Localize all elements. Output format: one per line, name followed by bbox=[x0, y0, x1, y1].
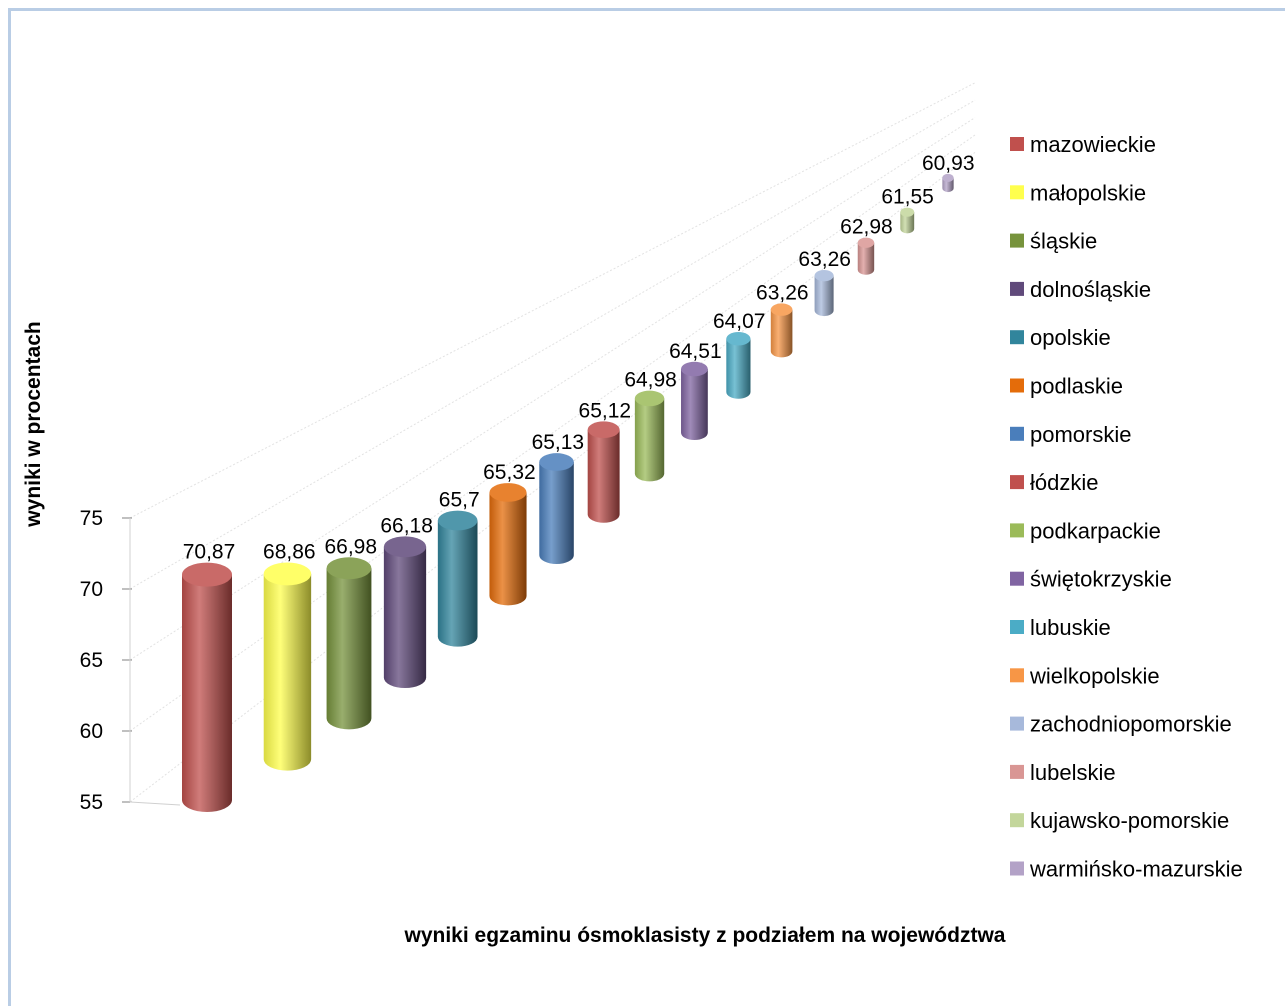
legend-entry: łódzkie bbox=[1030, 470, 1098, 495]
value-labels: 60,93 61,55 62,98 63,26 63,26 64,07 64,51 64,98… bbox=[183, 152, 975, 564]
bars-group bbox=[182, 173, 954, 812]
bar-top-kujawsko-pomorskie bbox=[900, 207, 915, 217]
bar-podlaskie bbox=[489, 492, 527, 606]
bar-wielkopolskie bbox=[770, 309, 793, 358]
legend-entry: lubuskie bbox=[1030, 615, 1111, 640]
legend-swatch bbox=[1010, 716, 1024, 731]
bar-top-lubelskie bbox=[857, 237, 875, 248]
legend-swatch bbox=[1010, 330, 1024, 345]
bar-lubuskie bbox=[726, 338, 751, 399]
legend-swatch bbox=[1010, 620, 1024, 634]
bar-podkarpackie bbox=[634, 398, 665, 482]
legend-entry: świętokrzyskie bbox=[1030, 567, 1172, 592]
y-axis-title: wyniki w procentach bbox=[22, 321, 45, 527]
legend-swatch bbox=[1010, 426, 1024, 441]
bar-kujawsko-pomorskie bbox=[900, 212, 915, 234]
value-label: 61,55 bbox=[881, 186, 934, 209]
legend-entry: lubelskie bbox=[1030, 760, 1116, 785]
value-label: 65,32 bbox=[483, 461, 536, 484]
bar-warmińsko-mazurskie bbox=[942, 177, 954, 193]
y-tick-label: 65 bbox=[80, 649, 103, 672]
legend-entry: kujawsko-pomorskie bbox=[1030, 808, 1229, 833]
value-label: 63,26 bbox=[756, 281, 809, 304]
value-label: 62,98 bbox=[840, 216, 893, 239]
y-axis: 55 60 65 70 75 bbox=[80, 507, 181, 814]
bar-lubelskie bbox=[857, 242, 875, 275]
legend-entry: dolnośląskie bbox=[1030, 277, 1151, 302]
legend-entry: podkarpackie bbox=[1030, 518, 1161, 543]
bar-top-zachodniopomorskie bbox=[814, 270, 834, 282]
gridline bbox=[129, 82, 976, 519]
legend-swatch bbox=[1010, 281, 1024, 296]
value-label: 64,51 bbox=[669, 340, 722, 363]
value-label: 66,98 bbox=[324, 535, 377, 558]
bar-top-małopolskie bbox=[263, 562, 312, 586]
gridline bbox=[129, 99, 976, 590]
value-label: 65,7 bbox=[439, 489, 480, 512]
value-label: 66,18 bbox=[380, 514, 433, 537]
legend-swatch bbox=[1010, 861, 1024, 876]
legend-swatch bbox=[1010, 378, 1024, 393]
value-label: 64,07 bbox=[713, 310, 766, 333]
bar-top-mazowieckie bbox=[182, 562, 232, 587]
bar-śląskie bbox=[326, 568, 372, 730]
value-label: 68,86 bbox=[263, 540, 316, 563]
legend-entry: zachodniopomorskie bbox=[1030, 712, 1232, 737]
legend-entry: mazowieckie bbox=[1030, 132, 1156, 157]
y-tick-label: 60 bbox=[80, 720, 103, 743]
bar-top-śląskie bbox=[326, 557, 372, 580]
value-label: 63,26 bbox=[798, 248, 851, 271]
bar-top-podlaskie bbox=[489, 483, 527, 502]
bar-świętokrzyskie bbox=[681, 369, 708, 441]
value-label: 70,87 bbox=[183, 541, 236, 564]
bar-zachodniopomorskie bbox=[814, 275, 834, 317]
legend-entry: małopolskie bbox=[1030, 180, 1146, 205]
bar-top-warmińsko-mazurskie bbox=[942, 173, 954, 182]
bar-łódzkie bbox=[587, 429, 620, 523]
bar-małopolskie bbox=[263, 573, 312, 771]
legend-entry: pomorskie bbox=[1030, 422, 1131, 447]
gridline bbox=[129, 117, 976, 661]
legend-entry: podlaskie bbox=[1030, 374, 1123, 399]
bar-top-dolnośląskie bbox=[383, 536, 427, 558]
legend-swatch bbox=[1010, 571, 1024, 586]
bar-top-lubuskie bbox=[726, 332, 751, 346]
legend-swatch bbox=[1010, 185, 1024, 200]
legend-swatch bbox=[1010, 668, 1024, 683]
bar-pomorskie bbox=[539, 461, 574, 565]
x-axis-title: wyniki egzaminu ósmoklasisty z podziałem… bbox=[404, 924, 1006, 947]
bar-opolskie bbox=[437, 520, 478, 647]
legend-entry: wielkopolskie bbox=[1029, 663, 1160, 688]
bar-top-opolskie bbox=[437, 510, 478, 531]
legend-swatch bbox=[1010, 233, 1024, 248]
y-tick-label: 55 bbox=[80, 791, 103, 814]
legend-entry: warmińsko-mazurskie bbox=[1029, 857, 1243, 882]
chart-frame bbox=[8, 8, 1285, 1006]
legend-swatch bbox=[1010, 137, 1024, 151]
legend-swatch bbox=[1010, 764, 1024, 779]
value-label: 60,93 bbox=[922, 152, 975, 175]
y-tick-label: 70 bbox=[80, 578, 103, 601]
value-label: 65,13 bbox=[532, 431, 585, 454]
bar-dolnośląskie bbox=[383, 546, 427, 689]
legend-entry: opolskie bbox=[1030, 325, 1111, 350]
value-label: 64,98 bbox=[624, 369, 677, 392]
legend-swatch bbox=[1010, 813, 1024, 828]
bar-top-świętokrzyskie bbox=[681, 361, 708, 377]
legend: mazowieckie małopolskie śląskie dolnośląski… bbox=[1010, 132, 1243, 882]
value-label: 65,12 bbox=[579, 399, 632, 422]
bar-top-podkarpackie bbox=[634, 390, 665, 407]
legend-swatch bbox=[1010, 475, 1024, 490]
legend-entry: śląskie bbox=[1030, 229, 1097, 254]
bar-top-pomorskie bbox=[539, 453, 574, 471]
bar-top-wielkopolskie bbox=[770, 303, 793, 316]
bar-top-łódzkie bbox=[587, 421, 620, 439]
y-tick-label: 75 bbox=[80, 507, 103, 530]
floor-edge bbox=[129, 801, 181, 806]
legend-swatch bbox=[1010, 523, 1024, 538]
bar-mazowieckie bbox=[182, 574, 232, 812]
